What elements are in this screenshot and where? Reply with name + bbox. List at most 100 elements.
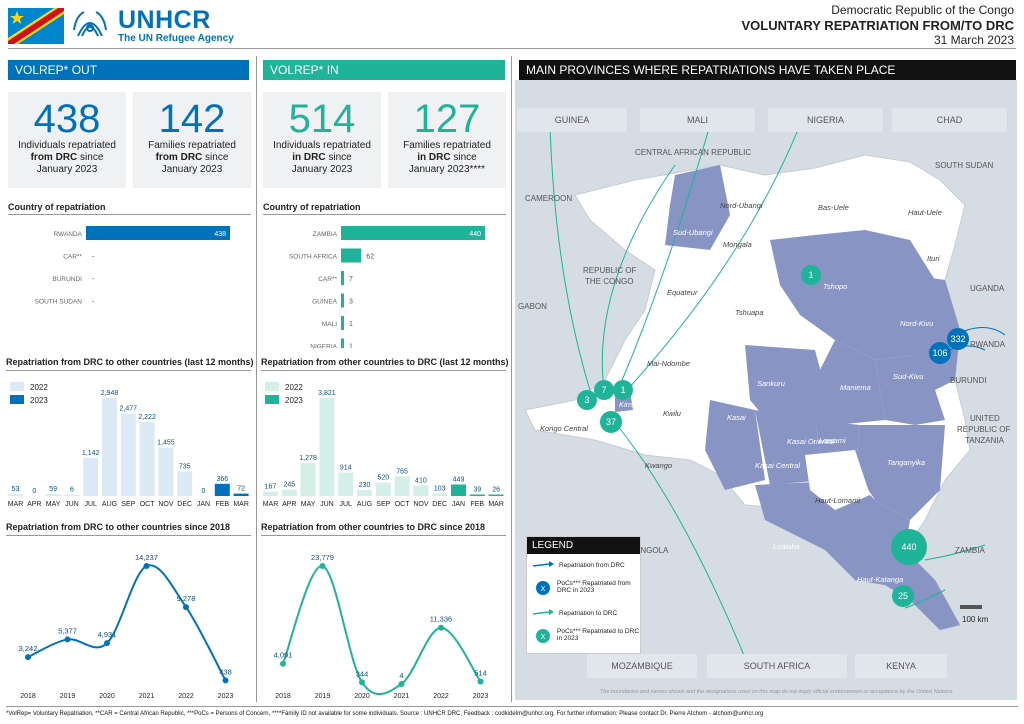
legend-label: 2022: [285, 383, 303, 392]
bar-value-label: 440: [469, 231, 481, 238]
legend-label: 2022: [30, 383, 48, 392]
data-label: 3,242: [19, 644, 38, 653]
bar: [102, 398, 117, 496]
map: CENTRAL AFRICAN REPUBLIC SOUTH SUDAN CAM…: [515, 80, 1017, 700]
province-maniema: [815, 340, 885, 425]
x-tick-label: MAR: [8, 501, 24, 508]
bar-value-label: 1: [349, 321, 353, 328]
volrep-in-band: VOLREP* IN: [263, 60, 505, 80]
bar-category-label: RWANDA: [53, 231, 82, 238]
x-tick-label: OCT: [395, 501, 411, 508]
in-country-chart: ZAMBIA 440 SOUTH AFRICA 62 CAR** 7 GUINEA 3 MALI…: [289, 226, 485, 348]
province-label: Haut-Uele: [908, 208, 942, 217]
bar: [341, 293, 344, 308]
in-kpi-families: 127 Families repatriated in DRC since Janu…: [388, 92, 506, 188]
province-label: Kongo Central: [540, 424, 588, 433]
data-label: 5,377: [58, 626, 77, 635]
x-tick-label: MAY: [46, 501, 61, 508]
report-header: Democratic Republic of the Congo VOLUNTA…: [741, 3, 1014, 48]
data-label: 4,091: [274, 651, 293, 660]
x-tick-label: FEB: [470, 501, 484, 508]
out-yearly-chart: 3,242 2018 5,377 2019 4,931 2020 14,237 2021 9,2…: [19, 553, 234, 700]
x-tick-label: JUN: [65, 501, 79, 508]
country-label: GABON: [518, 302, 547, 311]
province-label: Sankuru: [757, 379, 786, 388]
data-label: 14,237: [135, 553, 158, 562]
out-monthly-title: Repatriation from DRC to other countries…: [6, 357, 254, 367]
report-date: 31 March 2023: [933, 33, 1014, 47]
kpi-value: 127: [413, 97, 481, 141]
bar-value-label: 6: [70, 487, 74, 494]
legend-title: LEGEND: [527, 537, 640, 554]
bar-category-label: CAR**: [63, 254, 82, 261]
legend-swatch-2022: [265, 382, 279, 391]
bar-value-label: 1,142: [82, 450, 100, 457]
bar-category-label: SOUTH AFRICA: [289, 254, 338, 261]
data-point: [25, 654, 31, 661]
x-tick-label: SEP: [121, 501, 135, 508]
country-label: UGANDA: [970, 284, 1005, 293]
province-label: Equateur: [667, 288, 698, 297]
bar-value-label: 72: [237, 486, 245, 493]
data-label: 11,336: [430, 615, 452, 624]
country-label: REPUBLIC OF: [583, 266, 636, 275]
box-nigeria: NIGERIA: [768, 108, 883, 132]
province-label: Haut-Katanga: [857, 575, 903, 584]
province-label: Nord-Kivu: [900, 319, 934, 328]
x-tick-label: 2021: [394, 693, 410, 700]
unhcr-emblem-icon: [70, 6, 110, 46]
flow-lines-in: [549, 124, 986, 671]
country-label: ZAMBIA: [955, 546, 985, 555]
in-yearly-title: Repatriation from other countries to DRC…: [261, 522, 486, 532]
bar-value-label: 2,948: [101, 390, 119, 397]
province-tanganyika: [855, 425, 945, 520]
province-label: Bas-Uele: [818, 203, 849, 212]
data-label: 4,931: [98, 630, 117, 639]
bar: [432, 493, 448, 496]
data-point: [280, 660, 286, 667]
country-label: SOUTH SUDAN: [935, 161, 993, 170]
province-label: Kasai Oriental: [787, 437, 834, 446]
out-yearly-title: Repatriation from DRC to other countries…: [6, 522, 231, 532]
header-divider: [8, 48, 1016, 49]
bar-value-label: 59: [49, 486, 57, 493]
marker-value: 7: [601, 385, 606, 395]
bar: [319, 398, 335, 496]
country-label: TANZANIA: [965, 436, 1005, 445]
map-legend: LEGEND Repatriation from DRC X PoCs*** R…: [526, 536, 641, 654]
bar-category-label: BURUNDI: [52, 276, 82, 283]
bar-value-label: 103: [434, 485, 446, 492]
kpi-label: Families repatriated: [148, 140, 236, 151]
country-label: UNITED: [970, 414, 1000, 423]
x-tick-label: NOV: [158, 501, 174, 508]
data-point: [359, 679, 365, 686]
x-tick-label: MAR: [263, 501, 279, 508]
bar: [341, 226, 485, 240]
province-label: Nord-Ubangi: [720, 201, 763, 210]
footer-divider: [6, 706, 1018, 707]
out-kpi-individuals: 438 Individuals repatriated from DRC sinc…: [8, 92, 126, 188]
bar: [413, 485, 429, 496]
x-tick-label: 2019: [315, 693, 331, 700]
out-kpi-families: 142 Families repatriated from DRC since Ja…: [133, 92, 251, 188]
divider: [6, 370, 251, 371]
data-point: [477, 678, 484, 685]
x-tick-label: JAN: [452, 501, 465, 508]
kpi-label-bold: in DRC: [417, 152, 451, 163]
kpi-label: Individuals repatriated: [18, 140, 116, 151]
data-point: [222, 677, 229, 684]
bar-value-label: 7: [349, 276, 353, 283]
bar-category-label: CAR**: [318, 276, 337, 283]
bar-category-label: GUINEA: [312, 299, 338, 306]
bar-category-label: ZAMBIA: [313, 231, 338, 238]
divider: [6, 535, 251, 536]
bar-value-label: 449: [453, 476, 465, 483]
province-nord-kivu: [910, 275, 960, 390]
box-mozambique: MOZAMBIQUE: [587, 654, 697, 678]
data-point: [438, 624, 444, 631]
x-tick-label: OCT: [140, 501, 156, 508]
divider: [261, 535, 506, 536]
bar-value-label: 0: [202, 488, 206, 495]
org-name: UNHCR: [118, 6, 211, 34]
kpi-label-date: January 2023: [36, 164, 98, 175]
